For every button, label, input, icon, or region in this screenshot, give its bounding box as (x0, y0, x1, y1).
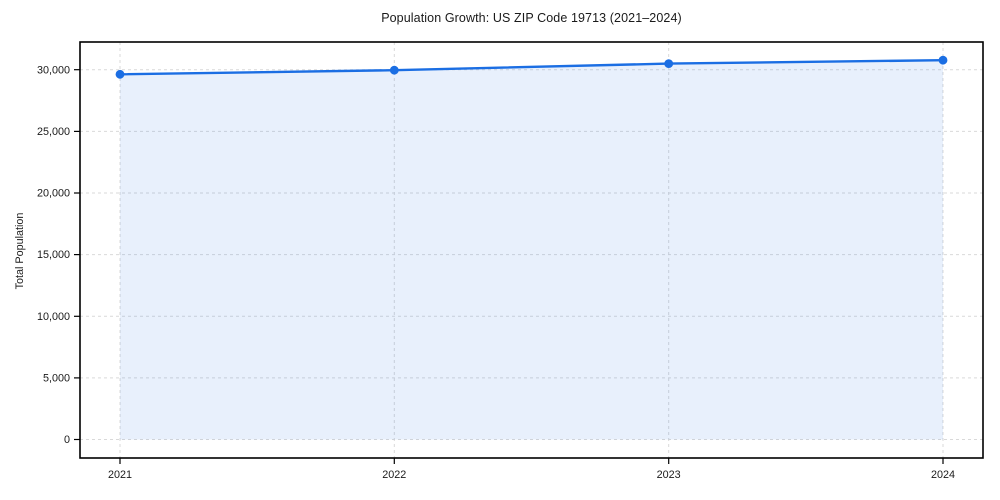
area-fill (120, 60, 943, 440)
data-line (118, 59, 945, 76)
x-tick-label: 2021 (108, 469, 132, 481)
plot-border (79, 41, 984, 459)
y-tick-label: 15,000 (37, 249, 70, 261)
chart-title: Population Growth: US ZIP Code 19713 (20… (381, 11, 682, 25)
y-tick-label: 25,000 (37, 126, 70, 138)
data-point (938, 55, 948, 65)
y-tick-label: 10,000 (37, 311, 70, 323)
data-point (115, 69, 125, 79)
data-point (389, 65, 399, 75)
y-tick-label: 0 (64, 434, 70, 446)
x-tick-label: 2024 (931, 469, 955, 481)
y-tick-label: 5,000 (43, 373, 70, 385)
y-tick-label: 20,000 (37, 188, 70, 200)
x-tick-label: 2022 (382, 469, 406, 481)
x-tick-label: 2023 (657, 469, 681, 481)
data-point (664, 59, 674, 68)
y-tick-label: 30,000 (37, 64, 70, 76)
